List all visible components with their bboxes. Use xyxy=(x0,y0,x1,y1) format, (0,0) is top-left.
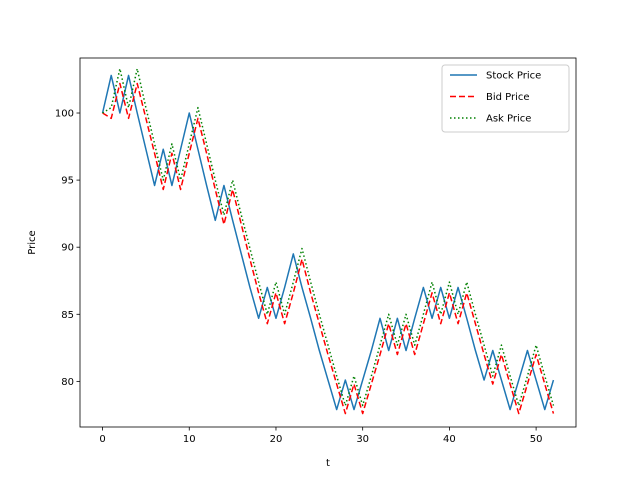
legend-box xyxy=(441,64,570,133)
x-axis-ticks: 0 10 20 30 40 50 xyxy=(99,427,542,445)
x-tick-label: 30 xyxy=(356,434,369,445)
series-lines xyxy=(101,67,555,415)
legend-label-2: Bid Price xyxy=(486,92,530,103)
x-tick-label: 40 xyxy=(443,434,456,445)
y-tick-label: 85 xyxy=(61,310,74,321)
legend-label-3: Ask Price xyxy=(486,114,531,125)
y-tick-label: 100 xyxy=(55,109,74,120)
y-tick-label: 95 xyxy=(61,176,74,187)
y-tick-label: 80 xyxy=(61,377,74,388)
series-line-3 xyxy=(102,67,555,407)
x-tick-label: 20 xyxy=(270,434,283,445)
series-line-1 xyxy=(101,74,555,411)
x-tick-label: 0 xyxy=(99,434,105,445)
legend-label-1: Stock Price xyxy=(486,71,541,82)
x-tick-label: 10 xyxy=(183,434,196,445)
legend: Stock Price Bid Price Ask Price xyxy=(441,64,570,133)
x-axis-label: t xyxy=(326,458,330,469)
y-axis-label: Price xyxy=(27,230,38,254)
y-axis-ticks: 80 85 90 95 100 xyxy=(55,109,80,388)
series-line-2 xyxy=(102,82,555,415)
x-tick-label: 50 xyxy=(530,434,543,445)
y-tick-label: 90 xyxy=(61,243,74,254)
axes-frame xyxy=(79,57,577,428)
